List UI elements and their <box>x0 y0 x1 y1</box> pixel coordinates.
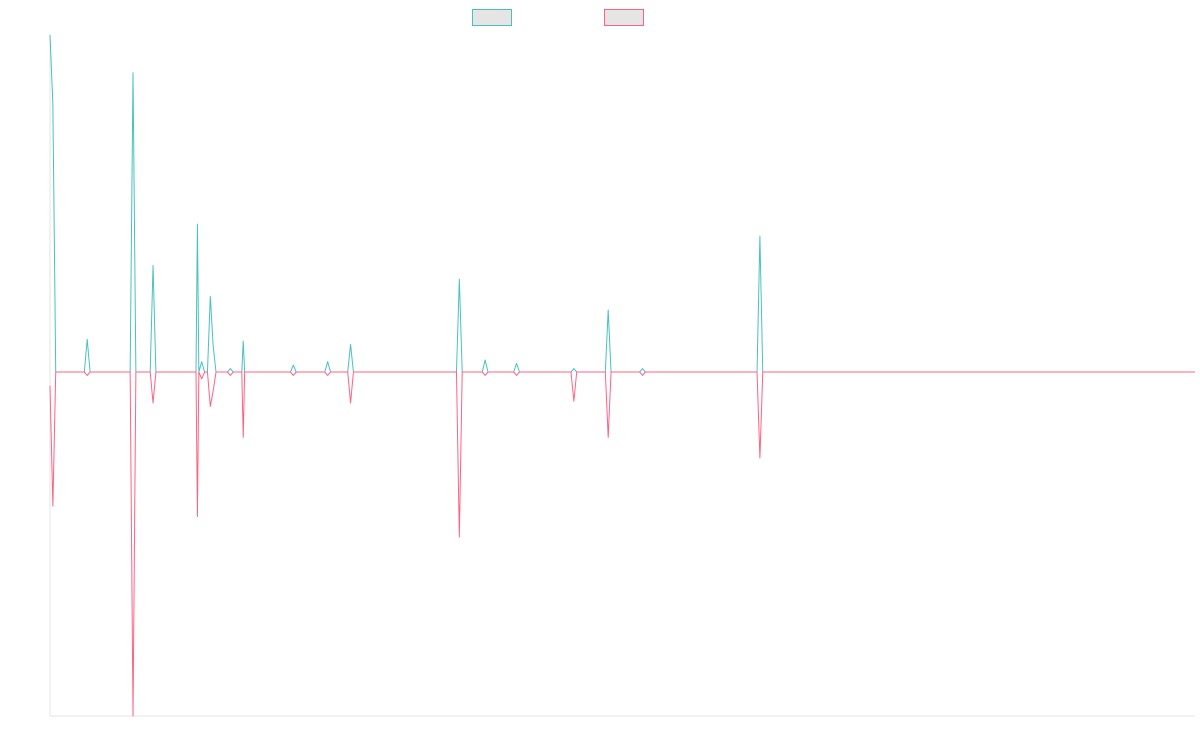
series-line-2 <box>49 371 1195 717</box>
legend[interactable] <box>472 9 644 26</box>
series-line-1 <box>49 34 1195 373</box>
series-layer <box>49 34 1195 717</box>
legend-swatch <box>604 9 644 26</box>
legend-item-1[interactable] <box>472 9 512 26</box>
legend-swatch <box>472 9 512 26</box>
axes <box>49 34 1195 717</box>
legend-item-2[interactable] <box>604 9 644 26</box>
